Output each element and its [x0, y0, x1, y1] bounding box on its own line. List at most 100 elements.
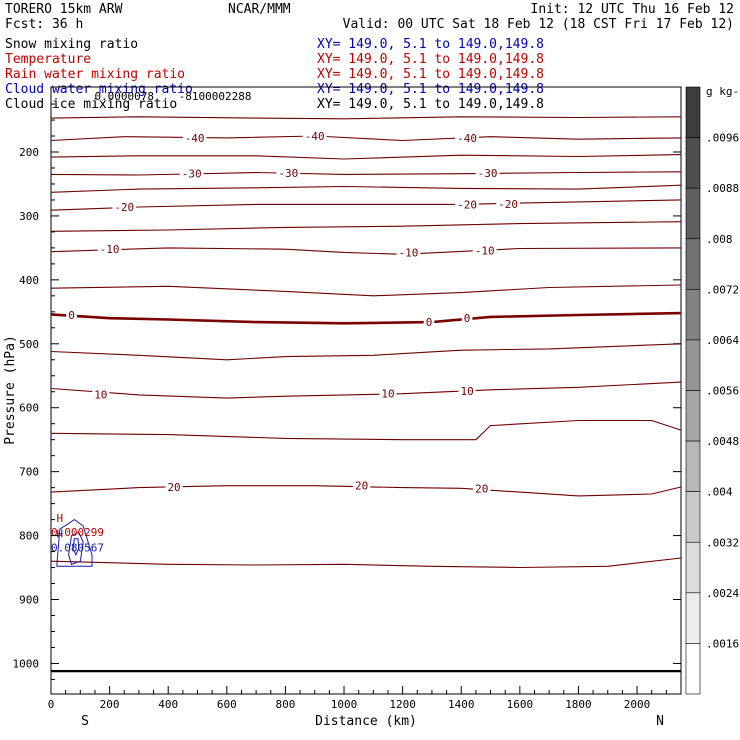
contour-label: 10: [381, 388, 394, 401]
colorbar: g kg-1 .0096 .0088 .008 .0072 .0064 .0056 .004…: [685, 85, 740, 695]
colorbar-segment: [685, 289, 701, 341]
top-contour-label: 0.0000078: [94, 90, 154, 103]
colorbar-tick-label: .0048: [706, 435, 739, 448]
colorbar-tick-label: .0064: [706, 334, 739, 347]
plot-area: -40 -40 -40 -30 -30 -30 -20 -20 -20 -10 -10 -10 0 0 0 1…: [13, 86, 682, 711]
contour-label-bg: [302, 129, 327, 143]
colorbar-segment: [685, 592, 701, 644]
contour-label-bg: [396, 245, 421, 259]
contour-label: 20: [475, 482, 488, 495]
temperature-contour: [50, 116, 682, 120]
x-axis-title: Distance (km): [315, 714, 417, 729]
x-tick-label: 200: [100, 698, 120, 711]
colorbar-segment: [685, 137, 701, 189]
model-title: TORERO 15km ARW: [5, 2, 123, 17]
colorbar-tick-label: .008: [706, 233, 733, 246]
contour-label-bg: [461, 311, 473, 325]
legend-cloud-water-label: Cloud water mixing ratio: [5, 82, 193, 97]
legend-temperature-label: Temperature: [5, 52, 91, 67]
temperature-contour: [50, 154, 682, 160]
legend-rain-label: Rain water mixing ratio: [5, 67, 185, 82]
y-tick-label: 400: [19, 274, 39, 287]
colorbar-tick-label: .0072: [706, 283, 739, 296]
y-tick-label: 200: [19, 146, 39, 159]
valid-time: Valid: 00 UTC Sat 18 Feb 12 (18 CST Fri …: [343, 17, 734, 32]
contour-label-bg: [112, 199, 137, 213]
y-tick-label: 800: [19, 530, 39, 543]
contour-label: -40: [185, 132, 205, 145]
contour-label: -40: [457, 132, 477, 145]
contour-label-bg: [92, 387, 110, 401]
contour-label-bg: [179, 166, 204, 180]
temperature-contour: [50, 419, 682, 441]
colorbar-segment: [685, 187, 701, 240]
contour-label-bg: [97, 242, 122, 256]
top-contour-label: -8100002288: [179, 90, 252, 103]
contour-label: -10: [399, 246, 419, 259]
cloud-water-contour: [56, 518, 93, 567]
contour-labels: -40 -40 -40 -30 -30 -30 -20 -20 -20 -10 -10 -10 0 0 0 1…: [51, 90, 521, 554]
colorbar-segment: [685, 643, 701, 695]
contour-label: 0: [464, 312, 471, 325]
colorbar-tick-label: .0016: [706, 637, 739, 650]
x-tick-label: 800: [275, 698, 295, 711]
cloud-water-contour: [72, 538, 80, 557]
legend-cloud-ice-label: Cloud ice mixing ratio: [5, 97, 177, 112]
temperature-contour: [50, 311, 682, 325]
contour-label: -20: [498, 198, 518, 211]
contour-label: -30: [182, 168, 202, 181]
contour-label-bg: [66, 308, 77, 322]
contour-label-bg: [473, 481, 491, 495]
temperature-contours: [50, 116, 682, 673]
legend-temperature-xy: XY= 149.0, 5.1 to 149.0,149.8: [317, 52, 544, 67]
legend-snow-label: Snow mixing ratio: [5, 37, 138, 52]
temperature-contour: [50, 171, 682, 176]
plot-frame: [50, 86, 682, 695]
contour-label-bg: [455, 197, 479, 211]
contour-label: -10: [475, 244, 495, 257]
temperature-contour: [50, 284, 682, 297]
x-tick-label: 1000: [331, 698, 358, 711]
contour-label: 0: [68, 309, 75, 322]
x-tick-label: 1400: [448, 698, 475, 711]
temperature-contour: [50, 247, 682, 255]
y-axis-title: Pressure (hPa): [3, 335, 18, 445]
contour-label-bg: [276, 166, 301, 180]
x-tick-label: 1200: [389, 698, 416, 711]
colorbar-segment: [685, 541, 701, 594]
temperature-contour: [50, 199, 682, 211]
contour-label: 0: [426, 316, 433, 329]
colorbar-segment: [685, 491, 701, 543]
x-tick-label: 1600: [507, 698, 534, 711]
legend-cloud-water-xy: XY= 149.0, 5.1 to 149.0,149.8: [317, 82, 544, 97]
legend: Snow mixing ratio XY= 149.0, 5.1 to 149.…: [5, 37, 544, 112]
colorbar-segment: [685, 339, 701, 391]
colorbar-unit: g kg-1: [706, 85, 740, 98]
contour-label-bg: [458, 384, 476, 398]
high-value: 0.080567: [51, 541, 104, 554]
y-tick-label: 1000: [13, 657, 40, 670]
contour-label: 20: [167, 481, 180, 494]
colorbar-tick-label: .0024: [706, 587, 739, 600]
x-tick-label: 600: [217, 698, 237, 711]
colorbar-segment: [685, 238, 701, 290]
x-tick-label: 1800: [565, 698, 592, 711]
high-marker: H: [56, 512, 63, 525]
high-marker: H: [56, 527, 63, 540]
colorbar-segment: [685, 86, 701, 138]
x-tick-label: 400: [158, 698, 178, 711]
contour-label-bg: [182, 130, 207, 144]
temperature-contour: [50, 381, 682, 399]
colorbar-segment: [685, 440, 701, 492]
contour-label-bg: [353, 478, 371, 492]
contour-label: -10: [100, 243, 120, 256]
x-tick-label: 0: [48, 698, 55, 711]
contour-label-bg: [475, 166, 500, 180]
colorbar-tick-label: .0032: [706, 536, 739, 549]
contour-label-bg: [379, 386, 397, 400]
x-tick-label: 2000: [624, 698, 651, 711]
colorbar-tick-label: .0096: [706, 132, 739, 145]
contour-label-bg: [423, 315, 435, 329]
contour-label: 10: [94, 388, 107, 401]
